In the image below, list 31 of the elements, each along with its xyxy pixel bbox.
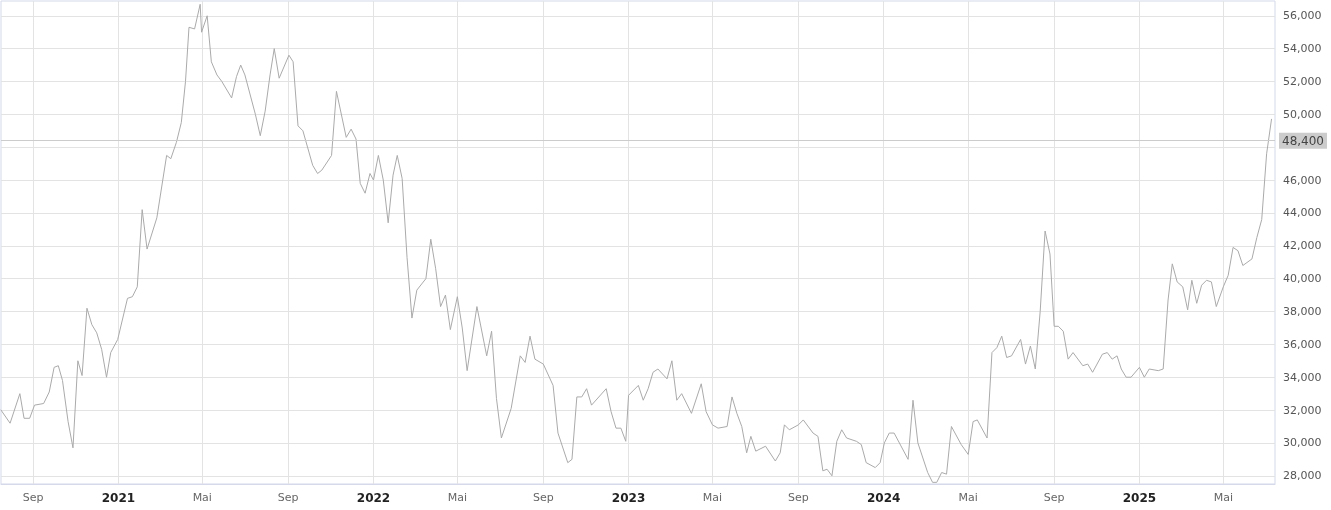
x-tick-label: 2021 <box>101 491 136 505</box>
y-tick-label: 52,000 <box>1283 75 1322 88</box>
y-tick-label: 38,000 <box>1283 305 1322 318</box>
y-tick-label: 32,000 <box>1283 403 1322 417</box>
x-tick-label: Sep <box>532 491 554 504</box>
y-tick-label: 36,000 <box>1283 337 1322 351</box>
x-tick-label: Mai <box>192 491 212 504</box>
x-tick-label: Mai <box>702 491 723 504</box>
x-tick-label: Sep <box>22 491 44 504</box>
y-tick-label: 54,000 <box>1283 42 1322 56</box>
y-tick-label: 56,000 <box>1283 9 1322 23</box>
y-tick-label: 50,000 <box>1283 107 1322 121</box>
y-tick-label: 40,000 <box>1283 272 1322 286</box>
y-tick-label: 42,000 <box>1283 239 1322 253</box>
y-tick-label: 44,000 <box>1283 206 1322 220</box>
y-tick-label: 34,000 <box>1283 370 1322 384</box>
x-tick-label: Sep <box>277 491 299 504</box>
x-tick-label: 2022 <box>356 491 391 505</box>
y-tick-label: 28,000 <box>1283 469 1322 483</box>
y-tick-label: 30,000 <box>1283 436 1322 450</box>
x-tick-label: Mai <box>447 491 467 504</box>
x-tick-label: Mai <box>1213 491 1233 504</box>
y-tick-label: 46,000 <box>1283 173 1322 187</box>
x-tick-label: Sep <box>1043 491 1065 504</box>
x-tick-label: 2023 <box>611 491 646 505</box>
line-series <box>0 3 1273 483</box>
x-tick-label: Sep <box>788 491 809 504</box>
ref-line-label: 48,400 <box>1282 133 1324 148</box>
x-tick-label: 2024 <box>866 491 901 505</box>
x-tick-label: 2025 <box>1122 491 1157 505</box>
x-tick-label: Mai <box>958 491 978 504</box>
